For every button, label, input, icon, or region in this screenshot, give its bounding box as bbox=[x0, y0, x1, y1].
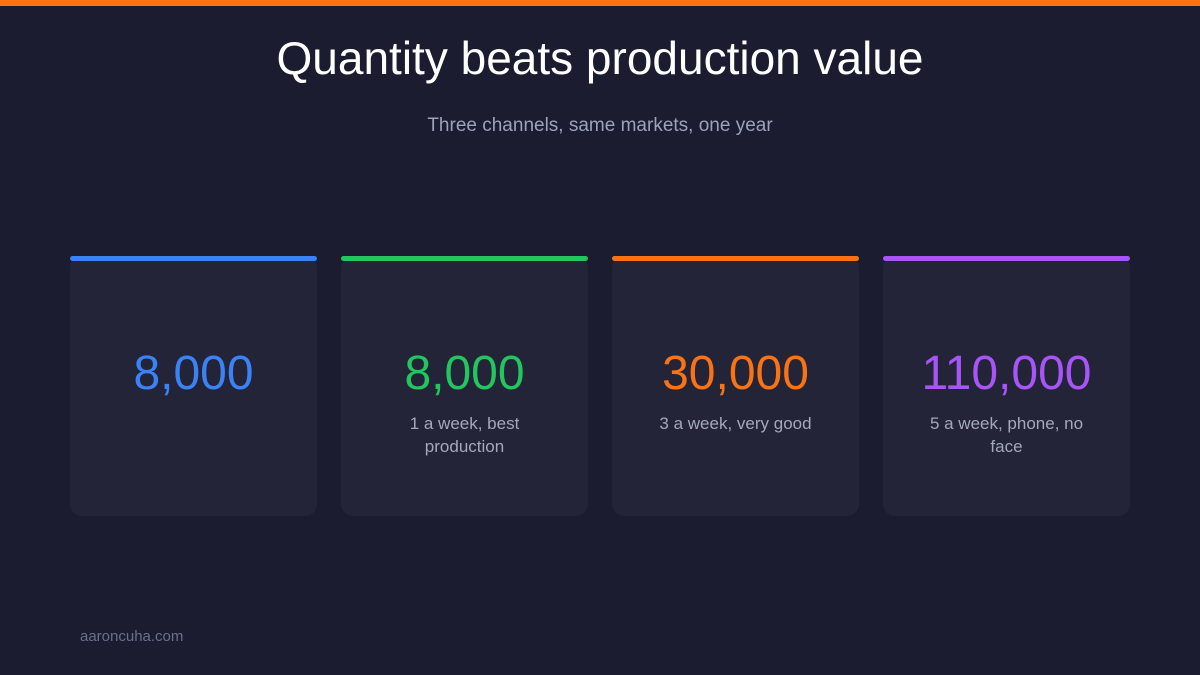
top-accent-bar bbox=[0, 0, 1200, 6]
stat-label: 1 a week, best production bbox=[409, 414, 520, 456]
footer: aaroncuha.com bbox=[80, 628, 184, 645]
card-accent bbox=[883, 256, 1130, 261]
stat-label: 3 a week, very good bbox=[659, 414, 812, 433]
card-accent bbox=[70, 256, 317, 261]
title: Quantity beats production value bbox=[276, 32, 924, 84]
stat-card: 30,000 3 a week, very good bbox=[612, 256, 859, 516]
card-accent bbox=[612, 256, 859, 261]
stat-value: 8,000 bbox=[404, 347, 525, 400]
subtitle: Three channels, same markets, one year bbox=[427, 115, 773, 136]
stat-card: 8,000 bbox=[70, 256, 317, 516]
stat-value: 110,000 bbox=[921, 347, 1092, 400]
card-accent bbox=[341, 256, 588, 261]
stat-card: 110,000 5 a week, phone, no face bbox=[883, 256, 1130, 516]
stat-value: 30,000 bbox=[662, 347, 809, 400]
stat-label: 5 a week, phone, no face bbox=[929, 414, 1084, 456]
stat-card: 8,000 1 a week, best production bbox=[341, 256, 588, 516]
card-row: 8,000 8,000 1 a week, best production 30,00… bbox=[70, 256, 1130, 516]
stat-value: 8,000 bbox=[133, 347, 254, 400]
